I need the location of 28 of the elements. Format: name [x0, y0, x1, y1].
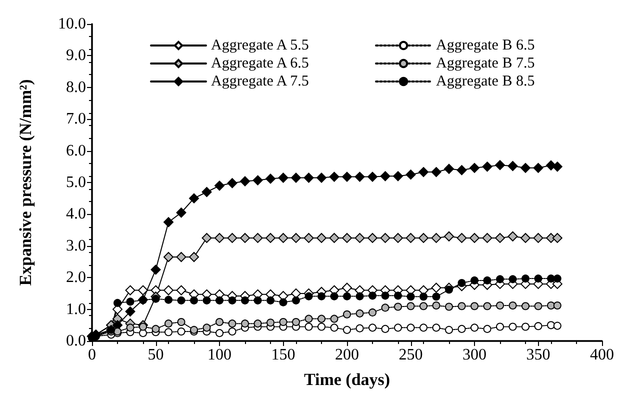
x-tick-label: 350 [526, 346, 550, 364]
y-tick-label: 4.0 [66, 206, 86, 223]
x-tick-label: 250 [398, 346, 423, 364]
y-tick-label: 6.0 [66, 142, 86, 160]
y-tick-label: 3.0 [66, 237, 86, 254]
x-tick-label: 400 [590, 346, 614, 364]
y-axis-title: Expansive pressure (N/mm²) [16, 79, 35, 286]
y-tick-label: 9.0 [66, 47, 86, 64]
legend-label: Aggregate A 7.5 [211, 74, 309, 90]
x-tick-label: 0 [88, 346, 96, 364]
legend-label: Aggregate B 8.5 [436, 74, 535, 90]
legend-label: Aggregate A 6.5 [211, 56, 309, 72]
x-tick-label: 200 [335, 346, 359, 364]
x-tick-label: 50 [148, 346, 164, 364]
legend-label: Aggregate B 6.5 [436, 38, 535, 54]
x-tick-label: 150 [271, 346, 296, 364]
legend-label: Aggregate B 7.5 [436, 56, 535, 72]
y-tick-label: 7.0 [66, 110, 86, 128]
y-tick-label: 0.0 [66, 332, 86, 350]
x-tick-label: 100 [208, 346, 232, 364]
legend-label: Aggregate A 5.5 [211, 38, 309, 54]
y-tick-label: 1.0 [66, 300, 86, 318]
y-tick-label: 2.0 [66, 269, 86, 286]
x-tick-label: 300 [462, 346, 486, 364]
y-tick-label: 10.0 [58, 16, 86, 32]
x-axis-title: Time (days) [304, 370, 390, 389]
y-tick-label: 5.0 [66, 174, 86, 191]
y-tick-label: 8.0 [66, 78, 86, 96]
